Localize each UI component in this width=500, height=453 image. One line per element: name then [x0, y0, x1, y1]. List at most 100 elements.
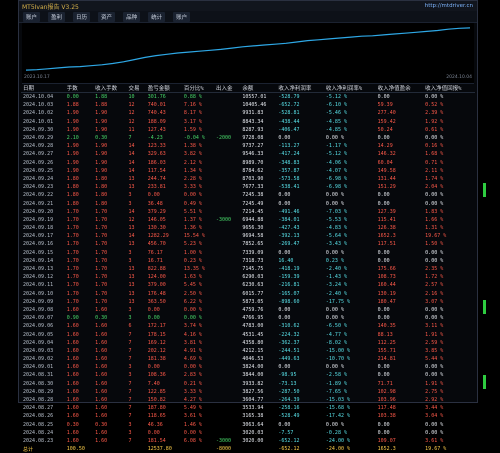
table-row[interactable]: 2024.09.03 1.60 1.60 7 202.12 4.91 % 4212.15 -2… [21, 347, 475, 355]
table-row[interactable]: 2024.08.27 1.60 1.60 7 187.80 5.49 % 3533.94 -2… [21, 404, 475, 412]
table-row[interactable]: 2024.08.23 1.60 1.60 7 181.54 6.08 % -3000 3020… [21, 437, 475, 445]
column-header[interactable]: 出入金 [214, 84, 241, 93]
column-header[interactable]: 收入净值盈余 [375, 84, 424, 93]
table-row[interactable]: 2024.09.12 1.70 1.70 13 124.00 1.63 % 6290.03 -… [21, 273, 475, 281]
table-row[interactable]: 2024.10.04 0.00 1.88 10 301.76 0.88 % 10557.01… [21, 93, 475, 102]
table-row[interactable]: 2024.09.06 1.60 1.60 6 172.17 3.74 % 4783.00 -3… [21, 322, 475, 330]
table-cell: 1.60 [95, 356, 108, 363]
table-cell: 0.00 % [425, 257, 444, 264]
column-header[interactable]: 交易 [126, 84, 146, 93]
table-row[interactable]: 2024.09.28 1.90 1.90 14 123.33 1.38 % 9737.27 -… [21, 142, 475, 150]
table-cell [214, 412, 240, 420]
table-cell: 3 [128, 306, 132, 313]
table-cell: 1.70 [95, 216, 108, 223]
table-row[interactable]: 2024.09.17 1.70 1.70 14 1282.29 15.54 % 9694.5… [21, 232, 475, 240]
table-cell: -98.95 [278, 372, 297, 379]
table-row[interactable]: 2024.08.29 1.60 1.60 7 122.85 3.33 % 3827.56 -2… [21, 388, 475, 396]
column-header[interactable]: 百分比% [181, 84, 214, 93]
table-row[interactable]: 2024.09.30 1.90 1.90 11 127.43 1.59 % 8287.93 -… [21, 126, 475, 134]
table-cell [214, 199, 240, 207]
table-row[interactable]: 2024.09.13 1.70 1.70 13 822.88 13.35 % 7145.75… [21, 265, 475, 273]
table-cell: 1.38 % [183, 143, 202, 150]
table-row[interactable]: 2024.09.27 1.90 1.90 14 329.63 3.82 % 9546.33 -… [21, 150, 475, 158]
table-cell: 36.48 [147, 200, 163, 207]
table-cell: -73.13 [278, 380, 297, 387]
table-cell: 1.60 [95, 364, 108, 371]
table-cell: -17.42 % [325, 413, 350, 420]
toolbar-tab[interactable]: 统计 [148, 11, 166, 22]
column-header[interactable]: 余额 [240, 84, 277, 93]
table-cell: 2024.09.17 [23, 233, 54, 240]
column-header[interactable]: 日期 [21, 84, 65, 93]
table-row[interactable]: 2024.09.08 1.60 1.60 3 0.00 0.00 % 4759.76 0.00… [21, 306, 475, 314]
table-cell: 7 [128, 347, 132, 354]
toolbar-tab[interactable]: 品种 [123, 11, 141, 22]
table-row[interactable]: 2024.08.25 0.30 0.30 3 46.36 1.46 % 3063.64 0.0… [21, 421, 475, 429]
table-row[interactable]: 2024.09.01 1.60 1.60 3 0.00 0.00 % 3824.00 0.00… [21, 363, 475, 371]
table-row[interactable]: 2024.10.01 1.90 1.90 12 188.09 3.17 % 8843.34 -… [21, 118, 475, 126]
table-cell: 1.90 [95, 159, 108, 166]
toolbar-tab[interactable]: 日历 [73, 11, 91, 22]
table-cell: 9728.08 [242, 135, 264, 142]
column-header[interactable]: 盈亏金额 [145, 84, 182, 93]
table-row[interactable]: 2024.08.31 1.60 1.60 3 108.36 2.83 % 3844.00 -9… [21, 371, 475, 379]
table-cell: -10.70 % [325, 356, 350, 363]
column-header[interactable]: 收入净值回报% [423, 84, 475, 93]
table-row[interactable]: 2024.09.22 1.80 1.80 3 0.00 0.00 % 7245.38 0.00… [21, 191, 475, 199]
table-row[interactable]: 2024.09.18 1.70 1.70 13 130.30 1.36 % 9656.30 -… [21, 224, 475, 232]
table-cell: 0.00 % [425, 249, 444, 256]
table-row[interactable]: 2024.09.25 1.90 1.90 14 117.54 1.34 % 8784.62 -… [21, 167, 475, 175]
toolbar-tab[interactable]: 账户 [23, 11, 41, 22]
table-row[interactable]: 2024.09.24 1.80 1.80 13 244.74 2.28 % 8703.90 -… [21, 175, 475, 183]
table-cell: 1.60 [66, 429, 79, 436]
table-row[interactable]: 2024.08.26 1.60 1.60 7 118.65 3.61 % 3165.38 -5… [21, 412, 475, 420]
table-cell: 109.07 [377, 437, 396, 444]
table-row[interactable]: 2024.09.26 1.90 1.90 14 186.03 2.12 % 8989.70 -… [21, 159, 475, 167]
toolbar-tab[interactable]: 盈利 [48, 11, 66, 22]
table-cell: -287.50 [278, 388, 300, 395]
table-cell: 1.60 [95, 397, 108, 404]
table-row[interactable]: 2024.10.02 1.90 1.90 12 740.43 8.17 % 9931.83 -… [21, 109, 475, 117]
window-title: MT5Ivan报告 V3.25 [22, 3, 79, 11]
column-header[interactable]: 收入净利润率% [323, 84, 376, 93]
column-header[interactable]: 收入手数 [93, 84, 127, 93]
table-row[interactable]: 2024.09.19 1.70 1.70 12 146.05 1.37 % -3000 694… [21, 216, 475, 224]
table-row[interactable]: 2024.09.23 1.80 1.80 13 233.81 3.33 % 7677.33 -… [21, 183, 475, 191]
column-header[interactable]: 手数 [64, 84, 94, 93]
toolbar-tab[interactable]: 资产 [98, 11, 116, 22]
site-link[interactable]: http://mtdriver.cn [424, 3, 473, 9]
table-row[interactable]: 2024.09.20 1.70 1.70 14 379.29 5.51 % 7214.45 -… [21, 208, 475, 216]
table-cell: 1.60 [95, 380, 108, 387]
table-cell: 0.00 [377, 192, 390, 199]
toolbar-tab[interactable]: 账户 [173, 11, 191, 22]
table-cell: 1.46 % [183, 421, 202, 428]
table-row[interactable]: 2024.09.11 1.70 1.70 13 379.00 5.45 % 6230.63 -… [21, 281, 475, 289]
table-row[interactable]: 2024.10.03 1.88 1.88 12 740.01 7.16 % 10405.46… [21, 101, 475, 109]
table-row[interactable]: 2024.08.30 1.60 1.60 7 7.40 0.21 % 3933.82 -73.… [21, 380, 475, 388]
table-cell: 1.80 [95, 192, 108, 199]
table-header-row: 日期 手数 收入手数 交易 盈亏金额 百分比% 出入金 余额 收入净利润率 收入净利润率% 收入净值… [21, 84, 475, 93]
table-cell: -362.37 [278, 339, 300, 346]
table-row[interactable]: 2024.09.02 1.60 1.60 7 181.38 4.69 % 4046.53 -4… [21, 355, 475, 363]
table-cell: 2024.09.08 [23, 306, 54, 313]
table-cell: 0.00 [278, 306, 291, 313]
table-row[interactable]: 2024.08.24 1.60 1.60 3 0.00 0.00 % 3020.03 -7.5… [21, 429, 475, 437]
table-row[interactable]: 2024.09.29 2.10 0.30 7 -4.23 -0.04 % -2000 9728… [21, 134, 475, 142]
table-cell: 2024.08.27 [23, 405, 54, 412]
table-row[interactable]: 2024.09.14 1.70 1.70 3 16.71 0.23 % 7318.73 16.… [21, 257, 475, 265]
table-row[interactable]: 2024.09.05 1.60 1.60 7 178.15 4.16 % 4531.45 -2… [21, 330, 475, 338]
table-cell: 1.90 [66, 110, 79, 117]
table-cell: -357.87 [278, 167, 300, 174]
table-row[interactable]: 2024.09.15 1.70 1.70 3 76.17 1.00 % 7339.09 0.0… [21, 249, 475, 257]
table-row[interactable]: 2024.09.07 0.90 0.30 3 0.00 0.00 % 4766.95 0.00… [21, 314, 475, 322]
table-cell: 0.00 % [425, 429, 444, 436]
table-row[interactable]: 2024.09.21 1.80 1.80 3 36.48 0.49 % 7245.49 0.0… [21, 199, 475, 207]
table-row[interactable]: 2024.09.16 1.70 1.70 13 456.70 5.23 % 7852.65 -… [21, 240, 475, 248]
table-cell: 1.70 [66, 266, 79, 273]
table-row[interactable]: 2024.09.10 1.70 1.70 13 176.48 2.50 % 6015.77 -… [21, 290, 475, 298]
table-row[interactable]: 2024.08.28 1.60 1.60 7 150.82 4.27 % 3604.77 -2… [21, 396, 475, 404]
table-row[interactable]: 2024.09.04 1.60 1.60 7 169.12 3.81 % 4358.80 -3… [21, 339, 475, 347]
table-row[interactable]: 2024.09.09 1.70 1.70 13 363.50 6.22 % 5873.05 -… [21, 298, 475, 306]
table-cell: 1.90 [95, 143, 108, 150]
column-header[interactable]: 收入净利润率 [276, 84, 324, 93]
